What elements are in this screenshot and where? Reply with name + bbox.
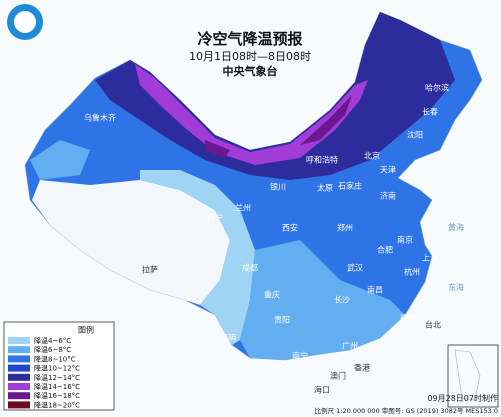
sea-label: 黄海 [448, 222, 464, 232]
legend: 图例 降温4~6°C降温6~8°C降温8~10°C降温10~12°C降温12~1… [3, 321, 115, 411]
legend-swatch [8, 355, 30, 363]
region-dark [95, 12, 455, 180]
legend-swatch [8, 373, 30, 381]
city: 西安 [282, 223, 298, 233]
city: 北京 [364, 151, 380, 161]
city: 福州 [400, 314, 416, 323]
legend-swatch [8, 392, 30, 400]
region-mid [30, 140, 405, 360]
city: 昆明 [220, 334, 236, 343]
made-time: 09月28日07时制作 [427, 393, 498, 403]
region-deep-purple [205, 95, 352, 158]
legend-label: 降温18~20°C [34, 400, 80, 409]
city: 郑州 [337, 223, 353, 233]
city: 澳门 [330, 371, 346, 381]
legend-label: 降温6~8°C [34, 345, 71, 354]
city: 石家庄 [338, 181, 362, 191]
legend-label: 降温4~6°C [34, 336, 71, 345]
city: 西宁 [207, 213, 223, 223]
legend-swatch [8, 346, 30, 354]
region-white [32, 180, 230, 305]
city: 长春 [422, 107, 438, 117]
legend-swatch [8, 383, 30, 390]
legend-label: 降温12~14°C [34, 373, 80, 382]
city: 沈阳 [407, 130, 423, 140]
legend-swatch [8, 364, 30, 372]
city: 南昌 [367, 285, 383, 295]
city: 兰州 [235, 203, 251, 213]
legend-label: 降温8~10°C [34, 354, 76, 363]
city: 哈尔滨 [425, 83, 449, 93]
city: 杭州 [404, 267, 420, 277]
city: 合肥 [377, 245, 393, 255]
inset-box [447, 344, 499, 408]
city: 太原 [317, 183, 333, 193]
legend-swatch [8, 337, 30, 344]
city: 天津 [380, 165, 396, 175]
city: 银川 [270, 182, 286, 192]
city: 上海 [422, 253, 438, 263]
legend-label: 降温14~16°C [34, 382, 80, 391]
region-light [140, 170, 405, 345]
city: 重庆 [264, 290, 280, 300]
legend-label: 降温10~12°C [34, 364, 80, 373]
city: 济南 [380, 191, 396, 201]
city: 拉萨 [142, 265, 158, 275]
city: 贵阳 [274, 315, 290, 325]
legend-swatch [8, 401, 30, 409]
logo-inner [14, 11, 36, 33]
city: 成都 [242, 263, 258, 273]
city: 武汉 [347, 263, 363, 273]
city: 海口 [314, 385, 330, 395]
legend-title: 图例 [78, 325, 94, 335]
title: 冷空气降温预报 [197, 30, 302, 48]
agency: 中央气象台 [223, 64, 278, 78]
city: 乌鲁木齐 [84, 113, 116, 123]
city: 台北 [425, 320, 441, 330]
city: 香港 [354, 363, 370, 373]
city: 呼和浩特 [306, 155, 338, 165]
subtitle: 10月1日08时—8日08时 [189, 50, 311, 63]
city: 广州 [342, 341, 358, 351]
scale-note: 比例尺 1:20 000 000 审图号: GS (2019) 3082号 ME… [315, 406, 498, 415]
city: 长沙 [334, 295, 350, 305]
city-labels: 哈尔滨 长春 沈阳 呼和浩特 北京 天津 石家庄 太原 济南 银川 兰州 西宁 … [84, 83, 449, 395]
city: 南京 [397, 235, 413, 245]
city: 南宁 [292, 351, 308, 361]
legend-label: 降温16~18°C [34, 391, 80, 400]
sea-label: 东海 [448, 282, 464, 292]
inset-border [454, 349, 481, 401]
